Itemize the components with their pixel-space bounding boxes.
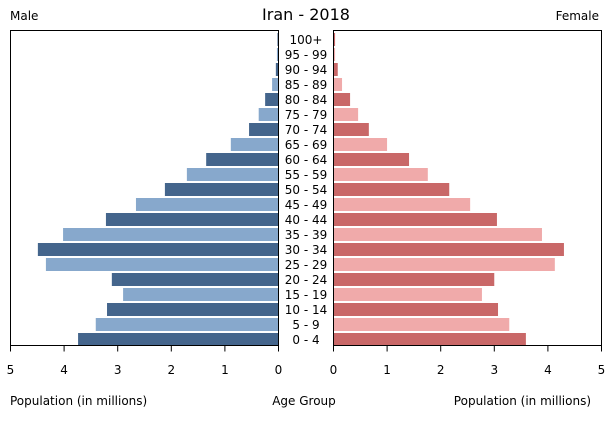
- chart-title: Iran - 2018: [262, 5, 350, 24]
- age-group-label: 15 - 19: [285, 288, 328, 302]
- male-bar: [276, 48, 278, 61]
- female-bar: [334, 228, 542, 241]
- female-bar: [334, 183, 450, 196]
- female-bar: [334, 108, 359, 121]
- male-bar: [164, 183, 278, 196]
- female-bar: [334, 318, 510, 331]
- female-bar: [334, 78, 343, 91]
- male-bar: [107, 303, 279, 316]
- female-bar: [334, 63, 338, 76]
- age-group-label: 20 - 24: [285, 273, 328, 287]
- female-bar: [334, 138, 388, 151]
- age-group-label: 80 - 84: [285, 93, 328, 107]
- female-bar: [334, 303, 499, 316]
- female-bar: [334, 273, 495, 286]
- male-bar: [230, 138, 278, 151]
- female-tick-label: 2: [437, 363, 445, 377]
- female-bar: [334, 333, 526, 346]
- female-bar: [334, 93, 351, 106]
- female-bar: [334, 243, 564, 256]
- male-bar: [63, 228, 279, 241]
- age-group-label: 35 - 39: [285, 228, 328, 242]
- female-tick-label: 1: [383, 363, 391, 377]
- age-group-label: 60 - 64: [285, 153, 328, 167]
- male-bar: [206, 153, 278, 166]
- male-bar: [123, 288, 278, 301]
- female-bar: [334, 288, 482, 301]
- female-tick-label: 5: [598, 363, 606, 377]
- male-bar: [95, 318, 278, 331]
- male-tick-label: 0: [275, 363, 283, 377]
- age-group-axis-label: Age Group: [272, 394, 336, 408]
- male-bar: [105, 213, 278, 226]
- age-group-label: 85 - 89: [285, 78, 328, 92]
- female-bar: [334, 48, 336, 61]
- age-group-label: 45 - 49: [285, 198, 328, 212]
- male-bar: [272, 78, 278, 91]
- age-group-label: 90 - 94: [285, 63, 328, 77]
- age-group-label: 65 - 69: [285, 138, 328, 152]
- male-tick-label: 2: [167, 363, 175, 377]
- age-group-label: 0 - 4: [292, 333, 319, 347]
- male-bar: [249, 123, 278, 136]
- male-bar: [277, 33, 279, 46]
- age-group-label: 25 - 29: [285, 258, 328, 272]
- female-x-axis: 0 1 2 3 4 5: [330, 345, 606, 377]
- male-bar: [265, 93, 278, 106]
- male-axis-label: Population (in millions): [10, 394, 147, 408]
- male-tick-label: 3: [114, 363, 122, 377]
- female-bars: [334, 33, 564, 346]
- male-bar: [45, 258, 278, 271]
- female-bar: [334, 33, 336, 46]
- age-group-label: 55 - 59: [285, 168, 328, 182]
- male-bar: [258, 108, 278, 121]
- male-bar: [275, 63, 278, 76]
- female-tick-label: 3: [490, 363, 498, 377]
- female-bar: [334, 213, 497, 226]
- age-group-label: 5 - 9: [292, 318, 319, 332]
- age-group-label: 30 - 34: [285, 243, 328, 257]
- male-bar: [135, 198, 278, 211]
- male-label: Male: [10, 9, 38, 23]
- female-axis-label: Population (in millions): [454, 394, 591, 408]
- male-x-axis: 0 1 2 3 4 5: [7, 345, 283, 377]
- female-tick-label: 0: [330, 363, 338, 377]
- female-bar: [334, 198, 471, 211]
- female-bar: [334, 123, 369, 136]
- male-bar: [186, 168, 278, 181]
- age-group-label: 50 - 54: [285, 183, 328, 197]
- age-group-label: 100+: [290, 33, 323, 47]
- female-tick-label: 4: [544, 363, 552, 377]
- age-group-label: 70 - 74: [285, 123, 328, 137]
- female-bar: [334, 258, 555, 271]
- age-group-label: 10 - 14: [285, 303, 328, 317]
- age-group-label: 95 - 99: [285, 48, 328, 62]
- female-bar: [334, 168, 428, 181]
- female-bar: [334, 153, 410, 166]
- male-tick-label: 1: [221, 363, 229, 377]
- male-bar: [37, 243, 278, 256]
- age-group-label: 75 - 79: [285, 108, 328, 122]
- male-tick-label: 5: [7, 363, 15, 377]
- female-label: Female: [556, 9, 599, 23]
- male-bars: [37, 33, 279, 346]
- male-tick-label: 4: [60, 363, 68, 377]
- age-group-label: 40 - 44: [285, 213, 328, 227]
- male-bar: [111, 273, 278, 286]
- male-bar: [78, 333, 279, 346]
